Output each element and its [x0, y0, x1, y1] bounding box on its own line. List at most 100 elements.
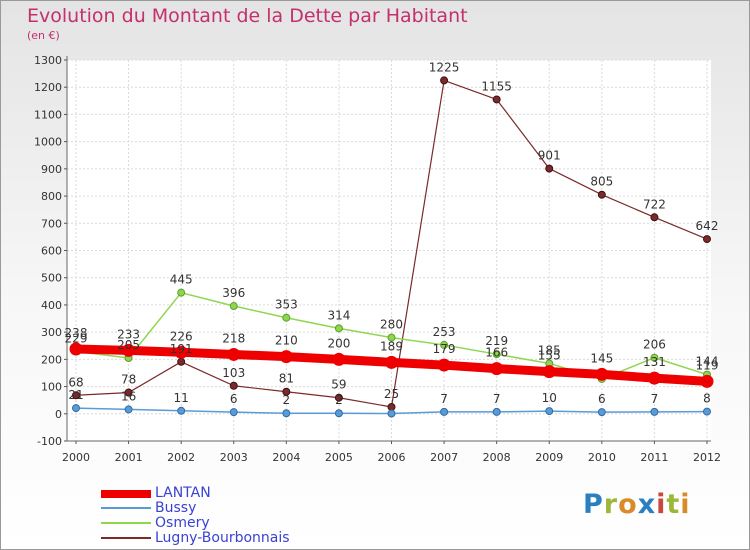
data-label: 314: [327, 308, 350, 322]
data-point: [334, 324, 343, 333]
x-tick-label: 2004: [272, 451, 300, 464]
data-label: 8: [703, 392, 711, 406]
data-point: [229, 381, 238, 390]
data-point: [282, 313, 291, 322]
logo-letter: i: [680, 489, 691, 520]
data-point: [227, 347, 241, 361]
data-point: [597, 408, 606, 417]
logo-letter: r: [603, 489, 619, 520]
data-point: [334, 393, 343, 402]
x-tick-label: 2007: [430, 451, 458, 464]
legend-swatch-lantan: [101, 490, 151, 498]
data-label: 210: [275, 334, 298, 348]
data-point: [597, 190, 606, 199]
data-label: 21: [68, 388, 83, 402]
data-label: 59: [331, 378, 346, 392]
data-point: [542, 365, 556, 379]
data-label: 396: [222, 286, 245, 300]
chart-title: Evolution du Montant de la Dette par Hab…: [27, 5, 468, 27]
data-label: 103: [222, 366, 245, 380]
data-label: 805: [590, 175, 613, 189]
y-tick-label: 1200: [34, 81, 62, 94]
data-label: 229: [65, 331, 88, 345]
data-point: [490, 362, 504, 376]
data-label: 81: [279, 372, 294, 386]
data-label: 2: [283, 393, 291, 407]
x-tick-label: 2011: [640, 451, 668, 464]
data-label: 166: [485, 346, 508, 360]
data-point: [700, 374, 714, 388]
proxiti-logo: Proxiti: [583, 489, 691, 520]
data-point: [437, 358, 451, 372]
chart-subtitle: (en €): [27, 29, 60, 42]
y-tick-label: 0: [55, 408, 62, 421]
logo-letter: i: [656, 489, 667, 520]
y-tick-label: 800: [41, 190, 62, 203]
legend-swatch-lugny: [101, 537, 151, 539]
data-point: [545, 407, 554, 416]
data-label: 131: [643, 355, 666, 369]
data-label: 1225: [429, 60, 460, 74]
y-tick-label: 300: [41, 326, 62, 339]
data-label: 7: [440, 392, 448, 406]
data-point: [122, 343, 136, 357]
legend: LANTAN Bussy Osmery Lugny-Bourbonnais: [101, 485, 401, 546]
data-label: 226: [170, 329, 193, 343]
data-point: [387, 409, 396, 418]
data-label: 205: [117, 338, 140, 352]
legend-item-lugny: Lugny-Bourbonnais: [101, 530, 401, 546]
data-label: 7: [651, 392, 659, 406]
y-tick-label: 500: [41, 272, 62, 285]
legend-swatch-osmery: [101, 522, 151, 524]
data-label: 16: [121, 389, 136, 403]
x-tick-label: 2010: [588, 451, 616, 464]
logo-letter: t: [666, 489, 681, 520]
x-tick-label: 2008: [483, 451, 511, 464]
data-label: 179: [433, 342, 456, 356]
legend-item-bussy: Bussy: [101, 500, 401, 516]
data-point: [387, 333, 396, 342]
data-label: 253: [433, 325, 456, 339]
x-tick-label: 2003: [220, 451, 248, 464]
data-point: [440, 76, 449, 85]
data-label: 238: [65, 326, 88, 340]
y-tick-label: 900: [41, 163, 62, 176]
x-tick-label: 2001: [115, 451, 143, 464]
y-tick-label: 100: [41, 381, 62, 394]
data-point: [492, 350, 501, 359]
y-tick-label: 700: [41, 217, 62, 230]
data-label: 68: [68, 375, 83, 389]
legend-label-bussy: Bussy: [155, 500, 197, 516]
legend-label-lantan: LANTAN: [155, 485, 211, 501]
data-point: [124, 388, 133, 397]
y-tick-label: 1000: [34, 136, 62, 149]
data-point: [177, 406, 186, 415]
x-tick-label: 2002: [167, 451, 195, 464]
data-point: [69, 342, 83, 356]
data-label: 280: [380, 318, 403, 332]
x-tick-label: 2012: [693, 451, 721, 464]
data-label: 218: [222, 331, 245, 345]
data-point: [650, 407, 659, 416]
data-label: 642: [696, 219, 719, 233]
data-point: [595, 367, 609, 381]
legend-item-osmery: Osmery: [101, 515, 401, 531]
data-point: [492, 407, 501, 416]
data-point: [650, 353, 659, 362]
data-point: [440, 340, 449, 349]
legend-label-lugny: Lugny-Bourbonnais: [155, 530, 290, 546]
data-label: 6: [598, 392, 606, 406]
data-point: [387, 402, 396, 411]
data-label: 353: [275, 298, 298, 312]
data-label: 200: [327, 336, 350, 350]
data-label: 191: [170, 342, 193, 356]
data-point: [177, 288, 186, 297]
data-point: [174, 345, 188, 359]
logo-letter: P: [583, 489, 604, 520]
legend-item-lantan: LANTAN: [101, 485, 401, 501]
data-label: 1155: [481, 79, 512, 93]
data-point: [703, 407, 711, 416]
logo-letter: o: [618, 489, 638, 520]
